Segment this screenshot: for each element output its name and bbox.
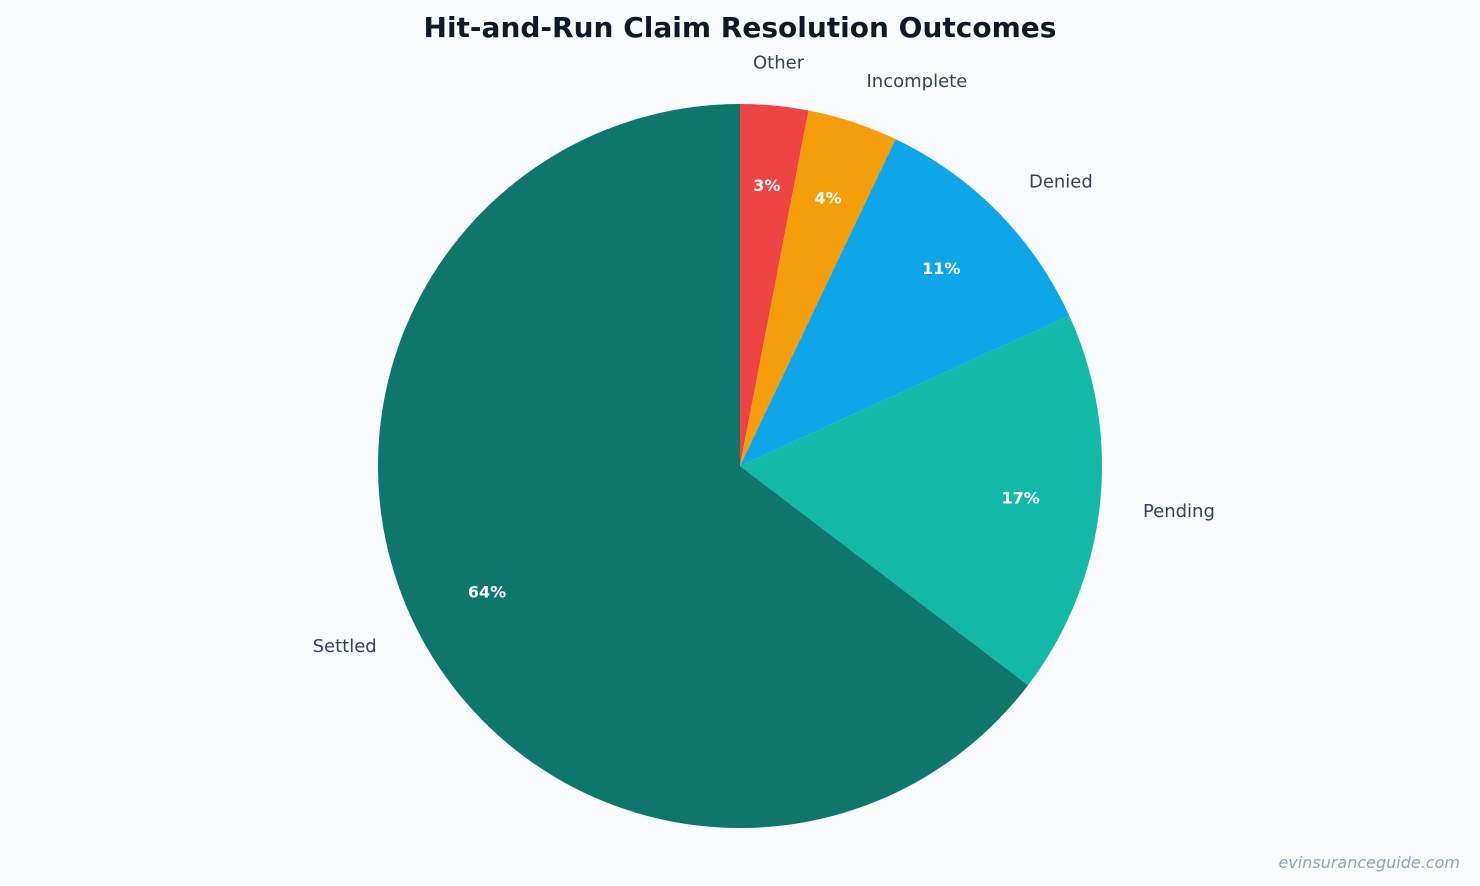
percent-label-incomplete: 4% <box>815 189 842 208</box>
percent-label-other: 3% <box>753 176 780 195</box>
percent-labels: 3% 4% 11% 17% 64% <box>468 176 1040 601</box>
watermark: evinsuranceguide.com <box>1278 853 1460 872</box>
slice-label-denied: Denied <box>1029 172 1093 193</box>
slice-label-settled: Settled <box>313 636 377 657</box>
slice-labels: Other Incomplete Denied Pending Settled <box>313 52 1215 657</box>
percent-label-denied: 11% <box>922 259 960 278</box>
pie-slice-settled <box>378 104 1029 828</box>
slice-label-pending: Pending <box>1143 501 1215 522</box>
pie-slice-incomplete <box>740 110 896 466</box>
pie-slices <box>378 104 1103 828</box>
pie-slice-pending <box>740 315 1103 686</box>
chart-title: Hit-and-Run Claim Resolution Outcomes <box>424 11 1057 44</box>
pie-slice-other <box>740 104 809 466</box>
percent-label-settled: 64% <box>468 582 506 601</box>
pie-slice-denied <box>740 139 1070 466</box>
percent-label-pending: 17% <box>1001 488 1039 507</box>
slice-label-other: Other <box>753 52 805 73</box>
slice-label-incomplete: Incomplete <box>867 71 968 92</box>
